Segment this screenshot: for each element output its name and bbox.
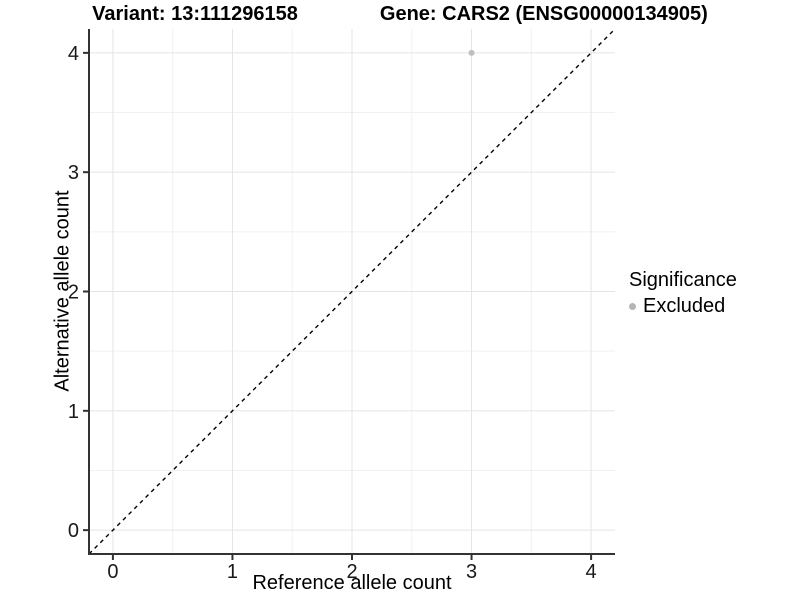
legend-item-excluded: Excluded — [629, 295, 737, 317]
y-tick-label: 4 — [68, 43, 79, 65]
variant-title: Variant: 13:111296158 — [92, 3, 298, 25]
data-point — [468, 49, 475, 56]
x-tick-label: 3 — [466, 561, 477, 583]
legend-title: Significance — [629, 269, 737, 291]
legend-item-label: Excluded — [643, 295, 726, 317]
y-tick-label: 2 — [68, 282, 79, 304]
x-tick-label: 2 — [346, 561, 357, 583]
gene-title: Gene: CARS2 (ENSG00000134905) — [379, 3, 708, 25]
identity-line — [88, 28, 616, 555]
x-axis-title: Reference allele count — [252, 572, 452, 594]
x-tick-label: 4 — [586, 561, 597, 583]
y-tick-label: 3 — [68, 162, 79, 184]
legend: Significance Excluded — [629, 269, 737, 317]
y-tick-label: 0 — [68, 520, 79, 542]
y-axis-title: Alternative allele count — [51, 190, 74, 392]
y-tick-label: 1 — [68, 401, 79, 423]
x-tick-label: 1 — [227, 561, 238, 583]
plot-title: Variant: 13:111296158 Gene: CARS2 (ENSG0… — [0, 2, 800, 26]
circle-icon — [629, 302, 636, 310]
x-tick-label: 0 — [107, 561, 118, 583]
